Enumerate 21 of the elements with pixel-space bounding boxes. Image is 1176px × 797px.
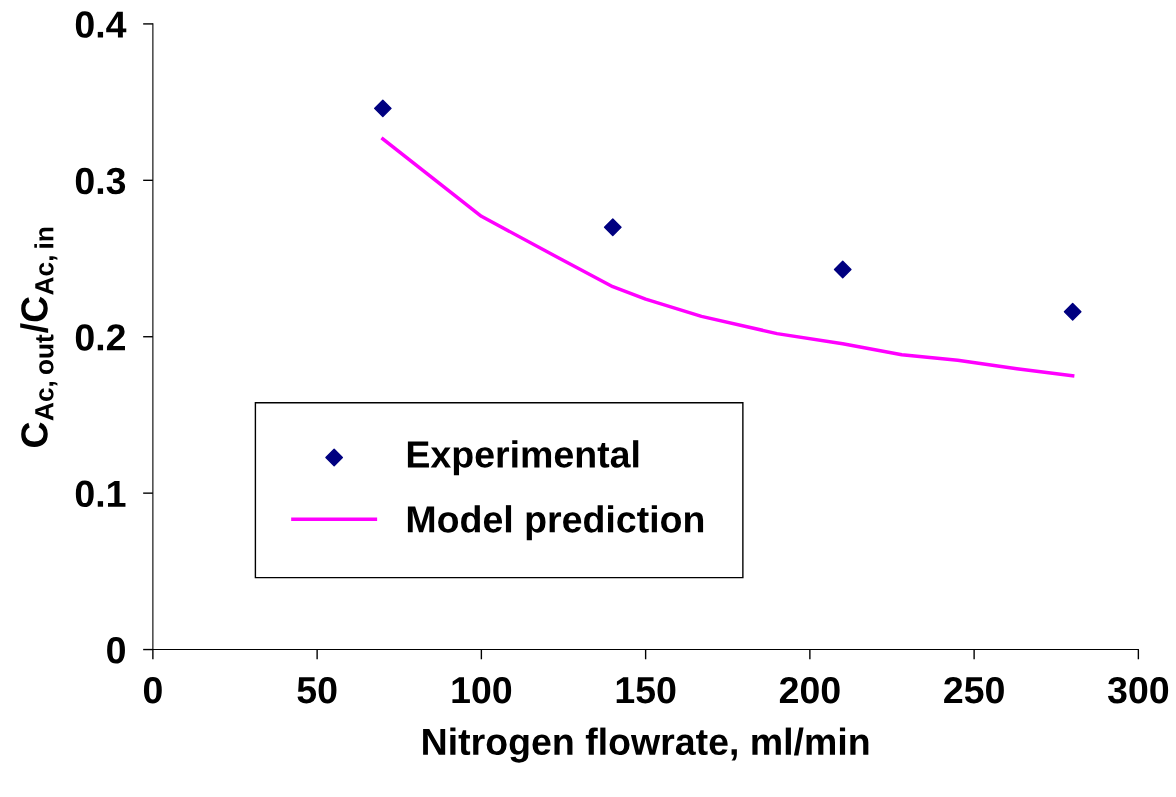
y-axis-title: C$_{Ac,out}$/C$_{Ac,in}$ (20, 227, 58, 447)
x-tick-label: 50 (297, 676, 337, 704)
y-tick-label: 0.2 (75, 324, 125, 351)
legend-label: Experimental (407, 440, 639, 476)
line-series (381, 137, 1075, 378)
x-tick-label: 150 (616, 676, 676, 704)
legend-label: Model prediction (407, 505, 704, 541)
x-tick-label: 250 (944, 676, 1004, 704)
x-axis-title: Nitrogen flowrate, ml/min (423, 727, 869, 763)
x-tick-label: 300 (1107, 676, 1169, 704)
point (373, 99, 392, 118)
x-tick-label: 200 (779, 676, 840, 704)
y-tick-label: 0.1 (75, 480, 126, 508)
point (833, 260, 852, 279)
y-tick-label: 0.4 (75, 11, 127, 38)
x-tick-label: 0 (143, 676, 162, 704)
point (1063, 302, 1082, 321)
point (603, 218, 622, 237)
y-tick-label: 0 (107, 636, 125, 664)
y-tick-label: 0.3 (75, 167, 126, 195)
x-tick-label: 100 (452, 676, 512, 704)
